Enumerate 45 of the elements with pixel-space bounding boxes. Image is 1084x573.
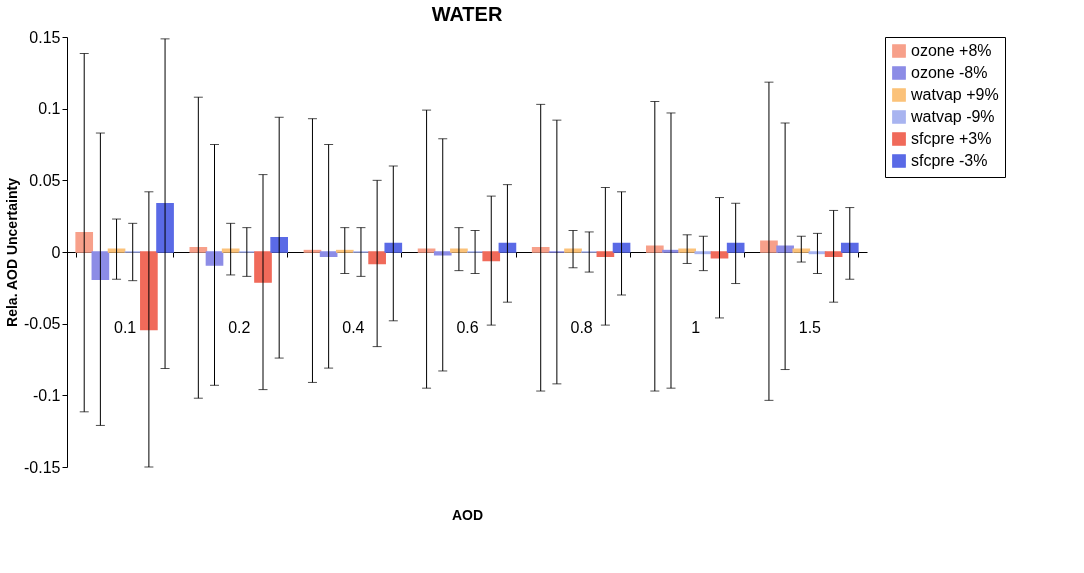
- y-tick-label: 0.05: [29, 171, 61, 189]
- legend-label: ozone +8%: [911, 42, 992, 59]
- bar: [645, 245, 664, 253]
- x-tick-label: 0.4: [342, 318, 365, 336]
- x-tick-label: 1.5: [798, 318, 822, 336]
- y-tick-label: 0.1: [38, 100, 61, 118]
- bar: [840, 242, 859, 253]
- bar: [612, 242, 631, 253]
- y-tick-label: -0.15: [24, 458, 61, 476]
- x-tick-label: 1: [691, 318, 701, 336]
- legend-label: ozone -8%: [911, 64, 988, 81]
- x-tick-label: 0.1: [114, 318, 137, 336]
- bar: [792, 248, 811, 253]
- bar: [91, 251, 110, 280]
- legend-label: watvap -9%: [910, 108, 995, 125]
- y-tick-label: 0.15: [29, 28, 61, 46]
- bar: [205, 251, 224, 266]
- legend-label: sfcpre +3%: [911, 130, 992, 147]
- bar: [824, 251, 843, 258]
- bar: [75, 231, 94, 253]
- y-tick-label: -0.05: [24, 315, 61, 333]
- bar: [596, 251, 615, 258]
- x-tick-label: 0.8: [570, 318, 593, 336]
- bar: [482, 251, 501, 262]
- bar: [726, 242, 745, 253]
- bar: [531, 246, 550, 253]
- bar: [221, 248, 240, 253]
- y-axis-title: Rela. AOD Uncertainty: [4, 177, 21, 327]
- y-tick-label: -0.1: [32, 386, 61, 404]
- bar: [678, 248, 696, 253]
- bar: [384, 242, 403, 253]
- legend-label: sfcpre -3%: [911, 152, 988, 169]
- x-tick-label: 0.2: [228, 318, 251, 336]
- bar: [270, 236, 289, 253]
- x-tick-label: 0.6: [456, 318, 479, 336]
- legend-label: watvap +9%: [910, 86, 999, 103]
- bar: [498, 242, 517, 253]
- x-axis-title: AOD: [451, 506, 484, 523]
- bar: [433, 251, 452, 256]
- y-tick-label: 0: [51, 243, 61, 261]
- bar: [189, 246, 208, 253]
- bar: [319, 251, 338, 258]
- bar: [107, 248, 126, 253]
- chart-title: WATER: [431, 3, 503, 25]
- bar: [417, 248, 436, 253]
